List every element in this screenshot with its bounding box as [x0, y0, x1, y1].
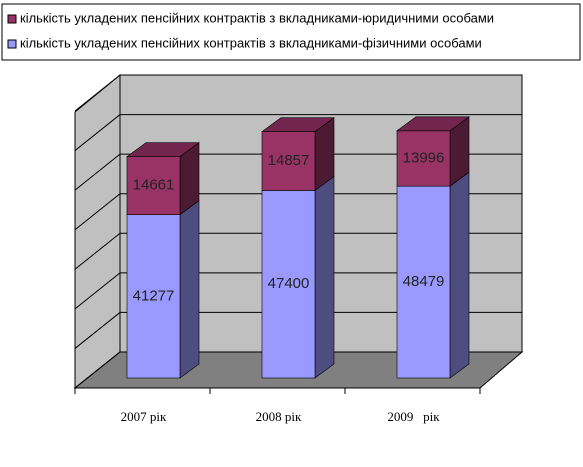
- data-label: 14661: [133, 177, 175, 194]
- data-label: 47400: [268, 275, 310, 292]
- bar: [126, 156, 181, 215]
- bar: [396, 130, 451, 187]
- grid-line: [74, 193, 121, 231]
- bar-top: [261, 117, 335, 132]
- bar-side: [449, 171, 470, 379]
- legend-label: кількість укладених пенсійних контрактів…: [20, 10, 494, 25]
- legend-box: [1, 3, 581, 61]
- bar: [126, 214, 181, 379]
- legend-swatch: [7, 39, 17, 49]
- plot: 2007 рік 41277 14661 2008 рік 47400 14857 2009…: [74, 74, 522, 424]
- grid-line: [74, 351, 121, 389]
- legend-swatch: [7, 14, 17, 24]
- bar: [396, 185, 451, 379]
- bar: [261, 190, 316, 379]
- grid-line: [74, 232, 121, 270]
- x-tick-label: 2009 рік: [387, 409, 440, 424]
- grid-line: [74, 312, 121, 349]
- data-label: 13996: [403, 149, 445, 166]
- grid-line: [74, 272, 121, 310]
- data-label: 48479: [403, 273, 445, 290]
- grid-line: [74, 74, 121, 112]
- legend: кількість укладених пенсійних контрактів…: [7, 10, 494, 50]
- legend-label: кількість укладених пенсійних контрактів…: [20, 35, 482, 50]
- x-tick-label: 2008 рік: [256, 409, 302, 424]
- x-tick-label: 2007 рік: [121, 409, 167, 424]
- bar-side: [314, 175, 335, 379]
- bar-top: [396, 116, 470, 132]
- bar-side: [179, 200, 200, 379]
- data-label: 41277: [133, 287, 175, 304]
- data-label: 14857: [268, 152, 310, 169]
- grid-line: [74, 153, 121, 191]
- bar-top: [126, 142, 200, 157]
- grid-line: [74, 114, 121, 151]
- bar: [261, 131, 316, 191]
- side-wall: [74, 73, 121, 390]
